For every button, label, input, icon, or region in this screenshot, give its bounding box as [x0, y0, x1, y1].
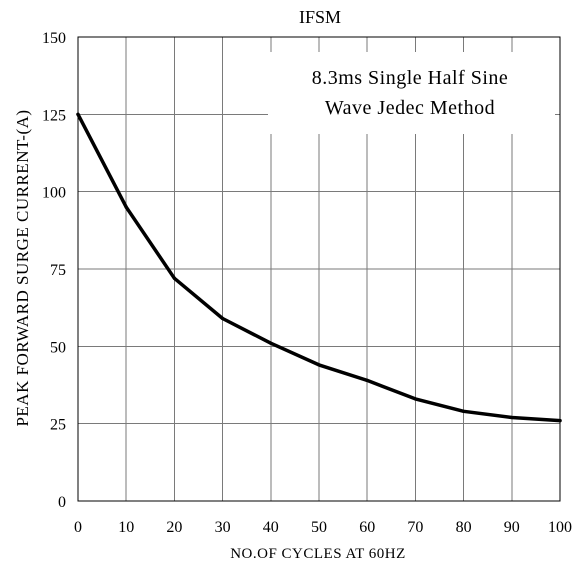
x-tick-label-5: 50 — [311, 519, 327, 536]
data-point-10 — [558, 418, 562, 423]
y-tick-label-2: 50 — [50, 339, 66, 356]
y-tick-label-5: 125 — [42, 107, 66, 124]
data-point-4 — [269, 341, 273, 345]
x-tick-label-0: 0 — [74, 519, 82, 536]
data-point-7 — [413, 397, 417, 401]
data-point-2 — [172, 276, 176, 280]
x-tick-label-3: 30 — [215, 519, 231, 536]
data-point-1 — [124, 205, 128, 209]
y-tick-label-6: 150 — [42, 30, 66, 47]
x-tick-label-9: 90 — [504, 519, 520, 536]
x-axis-ticks: 0 10 20 30 40 50 60 70 80 90 100 — [74, 519, 572, 536]
data-point-5 — [317, 363, 321, 367]
data-point-9 — [510, 415, 514, 420]
y-tick-label-3: 75 — [50, 262, 66, 279]
data-point-0 — [76, 112, 80, 116]
y-tick-label-0: 0 — [58, 494, 66, 511]
y-tick-label-1: 25 — [50, 417, 66, 434]
y-axis-label: PEAK FORWARD SURGE CURRENT-(A) — [13, 109, 32, 426]
annotation: 8.3ms Single Half Sine Wave Jedec Method — [312, 67, 509, 119]
plot-frame — [77, 36, 561, 502]
y-tick-label-4: 100 — [42, 185, 66, 202]
data-point-8 — [462, 409, 466, 413]
x-axis-label: NO.OF CYCLES AT 60HZ — [230, 546, 406, 562]
data-point-6 — [365, 378, 369, 382]
x-tick-label-6: 60 — [359, 519, 375, 536]
x-tick-label-7: 70 — [407, 519, 423, 536]
x-tick-label-2: 20 — [166, 519, 182, 536]
x-tick-label-1: 10 — [118, 519, 134, 536]
x-tick-label-4: 40 — [263, 519, 279, 536]
y-axis-ticks: 0 25 50 75 100 125 150 — [42, 30, 66, 511]
series-points — [76, 112, 562, 423]
annotation-line-0: 8.3ms Single Half Sine — [312, 67, 509, 89]
data-point-3 — [221, 316, 225, 321]
x-tick-label-10: 100 — [548, 519, 572, 536]
annotation-line-1: Wave Jedec Method — [325, 97, 495, 119]
x-tick-label-8: 80 — [456, 519, 472, 536]
annotation-background — [268, 52, 555, 134]
chart-title: IFSM — [299, 7, 341, 27]
